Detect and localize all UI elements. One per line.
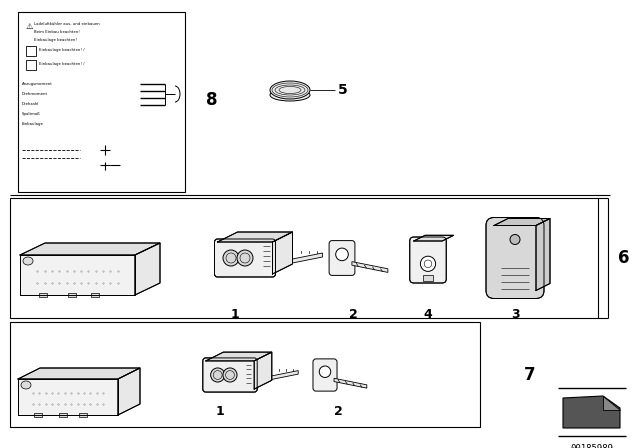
Circle shape (237, 250, 253, 266)
Text: Einbaulage beachten! /: Einbaulage beachten! / (39, 62, 84, 66)
Bar (91, 293, 99, 297)
Text: Einbaulage: Einbaulage (22, 122, 44, 126)
Circle shape (336, 248, 348, 261)
Text: Drehzahl: Drehzahl (22, 102, 40, 106)
Ellipse shape (23, 257, 33, 265)
Polygon shape (206, 352, 272, 361)
Text: 7: 7 (524, 366, 536, 384)
Polygon shape (18, 379, 118, 415)
Ellipse shape (270, 81, 310, 99)
Polygon shape (18, 368, 140, 379)
Ellipse shape (270, 89, 310, 101)
Polygon shape (292, 253, 323, 263)
FancyBboxPatch shape (486, 217, 544, 298)
FancyBboxPatch shape (410, 237, 446, 283)
Text: 4: 4 (424, 308, 433, 321)
FancyBboxPatch shape (203, 358, 257, 392)
FancyBboxPatch shape (313, 359, 337, 391)
Text: Drehmoment: Drehmoment (22, 92, 48, 96)
Bar (26, 46, 36, 56)
Polygon shape (20, 243, 160, 255)
Polygon shape (536, 219, 550, 290)
Polygon shape (494, 219, 550, 225)
Bar (34, 413, 42, 417)
Polygon shape (413, 235, 454, 241)
Text: ⚠: ⚠ (26, 22, 33, 31)
Text: 1: 1 (230, 308, 239, 321)
Text: 3: 3 (511, 308, 519, 321)
Text: 1: 1 (216, 405, 225, 418)
Text: 6: 6 (618, 249, 630, 267)
Text: 00185989: 00185989 (570, 444, 614, 448)
FancyBboxPatch shape (329, 241, 355, 276)
FancyBboxPatch shape (214, 239, 275, 277)
Polygon shape (135, 243, 160, 295)
Text: 5: 5 (338, 83, 348, 97)
Polygon shape (254, 352, 272, 389)
Bar (68, 293, 76, 297)
Bar (10, 198, 598, 318)
Bar (79, 413, 87, 417)
Polygon shape (563, 396, 620, 428)
Polygon shape (273, 232, 292, 274)
Bar (39, 293, 47, 297)
Text: Ladeluftkühler aus- und einbauen: Ladeluftkühler aus- und einbauen (34, 22, 100, 26)
Circle shape (223, 250, 239, 266)
Polygon shape (272, 370, 298, 379)
Text: 8: 8 (206, 91, 218, 109)
Bar (59, 413, 67, 417)
Polygon shape (603, 396, 620, 410)
Text: 2: 2 (333, 405, 342, 418)
Circle shape (420, 256, 436, 271)
Ellipse shape (21, 381, 31, 389)
Polygon shape (334, 378, 367, 388)
Bar (10, 322, 480, 427)
Text: Beim Einbau beachten!: Beim Einbau beachten! (34, 30, 80, 34)
Text: 2: 2 (349, 308, 357, 321)
Circle shape (510, 234, 520, 245)
Text: Spaltmaß: Spaltmaß (22, 112, 41, 116)
Polygon shape (218, 232, 292, 242)
Circle shape (211, 368, 225, 382)
Polygon shape (20, 255, 135, 295)
Polygon shape (352, 262, 388, 272)
Text: Anzugsmoment: Anzugsmoment (22, 82, 52, 86)
Bar (423, 275, 433, 281)
Bar (26, 60, 36, 70)
Text: Einbaulage beachten! /: Einbaulage beachten! / (39, 48, 84, 52)
Circle shape (319, 366, 331, 378)
Polygon shape (118, 368, 140, 415)
Circle shape (223, 368, 237, 382)
Bar (18, 12, 185, 192)
Text: Einbaulage beachten!: Einbaulage beachten! (34, 38, 77, 42)
